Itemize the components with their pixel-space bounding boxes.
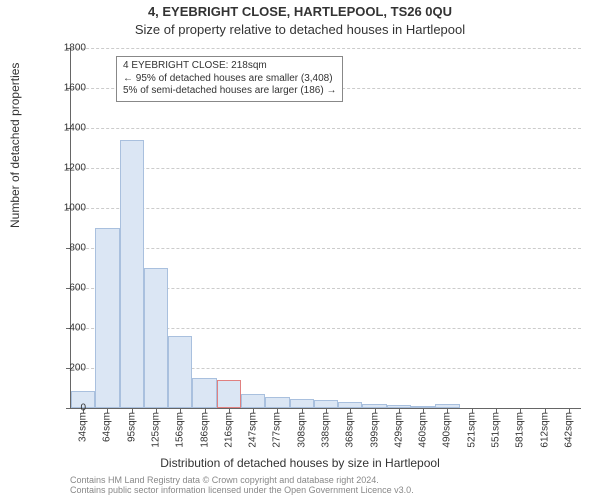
bar <box>120 140 144 408</box>
x-axis-label: Distribution of detached houses by size … <box>0 456 600 470</box>
ytick-label: 600 <box>36 283 86 294</box>
ytick-label: 0 <box>36 403 86 414</box>
gridline <box>71 208 581 209</box>
xtick-label: 460sqm <box>418 408 429 448</box>
bar <box>144 268 168 408</box>
bar <box>95 228 119 408</box>
annotation-line1: 4 EYEBRIGHT CLOSE: 218sqm <box>123 60 336 73</box>
bar <box>168 336 192 408</box>
bar <box>314 400 338 408</box>
xtick-label: 551sqm <box>491 408 502 448</box>
xtick-label: 399sqm <box>369 408 380 448</box>
xtick-label: 612sqm <box>539 408 550 448</box>
gridline <box>71 128 581 129</box>
xtick-label: 156sqm <box>175 408 186 448</box>
xtick-label: 95sqm <box>126 408 137 442</box>
xtick-label: 368sqm <box>345 408 356 448</box>
chart-subtitle: Size of property relative to detached ho… <box>0 22 600 37</box>
xtick-label: 642sqm <box>563 408 574 448</box>
chart-title-address: 4, EYEBRIGHT CLOSE, HARTLEPOOL, TS26 0QU <box>0 4 600 19</box>
xtick-label: 247sqm <box>248 408 259 448</box>
xtick-label: 64sqm <box>102 408 113 442</box>
gridline <box>71 248 581 249</box>
bar-highlight <box>217 380 241 408</box>
xtick-label: 277sqm <box>272 408 283 448</box>
ytick-label: 1600 <box>36 83 86 94</box>
ytick-label: 1400 <box>36 123 86 134</box>
y-axis-label: Number of detached properties <box>8 63 22 228</box>
ytick-label: 800 <box>36 243 86 254</box>
bar <box>241 394 265 408</box>
ytick-label: 400 <box>36 323 86 334</box>
ytick-label: 200 <box>36 363 86 374</box>
chart-container: 4, EYEBRIGHT CLOSE, HARTLEPOOL, TS26 0QU… <box>0 0 600 500</box>
xtick-label: 490sqm <box>442 408 453 448</box>
annotation-line2: ← 95% of detached houses are smaller (3,… <box>123 73 336 86</box>
annotation-box: 4 EYEBRIGHT CLOSE: 218sqm ← 95% of detac… <box>116 56 343 102</box>
bar <box>192 378 216 408</box>
xtick-label: 216sqm <box>223 408 234 448</box>
bar <box>290 399 314 408</box>
xtick-label: 429sqm <box>393 408 404 448</box>
xtick-label: 521sqm <box>466 408 477 448</box>
ytick-label: 1200 <box>36 163 86 174</box>
xtick-label: 338sqm <box>321 408 332 448</box>
footer-line2: Contains public sector information licen… <box>70 486 414 496</box>
bar <box>265 397 289 408</box>
annotation-line3: 5% of semi-detached houses are larger (1… <box>123 85 336 98</box>
ytick-label: 1000 <box>36 203 86 214</box>
gridline <box>71 48 581 49</box>
plot-area: 34sqm64sqm95sqm125sqm156sqm186sqm216sqm2… <box>70 48 581 409</box>
xtick-label: 186sqm <box>199 408 210 448</box>
ytick-label: 1800 <box>36 43 86 54</box>
xtick-label: 308sqm <box>296 408 307 448</box>
xtick-label: 581sqm <box>515 408 526 448</box>
gridline <box>71 168 581 169</box>
xtick-label: 125sqm <box>151 408 162 448</box>
footer-attribution: Contains HM Land Registry data © Crown c… <box>70 476 414 496</box>
